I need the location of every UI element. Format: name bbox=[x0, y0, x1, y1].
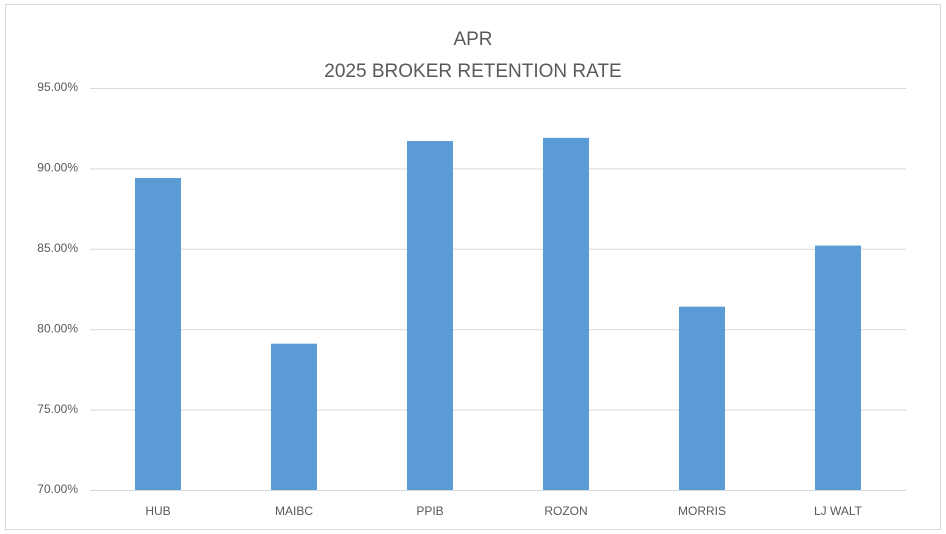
x-tick-label: LJ WALT bbox=[814, 504, 863, 518]
bar bbox=[135, 178, 181, 490]
bar bbox=[271, 343, 317, 490]
y-tick-label: 75.00% bbox=[37, 402, 78, 416]
chart-title: APR bbox=[453, 29, 492, 50]
x-tick-label: PPIB bbox=[416, 504, 443, 518]
y-tick-label: 70.00% bbox=[37, 482, 78, 496]
y-tick-label: 85.00% bbox=[37, 241, 78, 255]
y-tick-label: 90.00% bbox=[37, 161, 78, 175]
y-tick-label: 80.00% bbox=[37, 321, 78, 335]
x-tick-label: HUB bbox=[145, 504, 170, 518]
bar bbox=[679, 306, 725, 490]
x-tick-label: ROZON bbox=[544, 504, 587, 518]
bar bbox=[815, 245, 861, 490]
bar bbox=[543, 137, 589, 490]
bar bbox=[407, 141, 453, 490]
y-tick-label: 95.00% bbox=[37, 80, 78, 94]
x-tick-label: MORRIS bbox=[678, 504, 726, 518]
chart-subtitle: 2025 BROKER RETENTION RATE bbox=[324, 61, 621, 82]
x-tick-label: MAIBC bbox=[275, 504, 313, 518]
